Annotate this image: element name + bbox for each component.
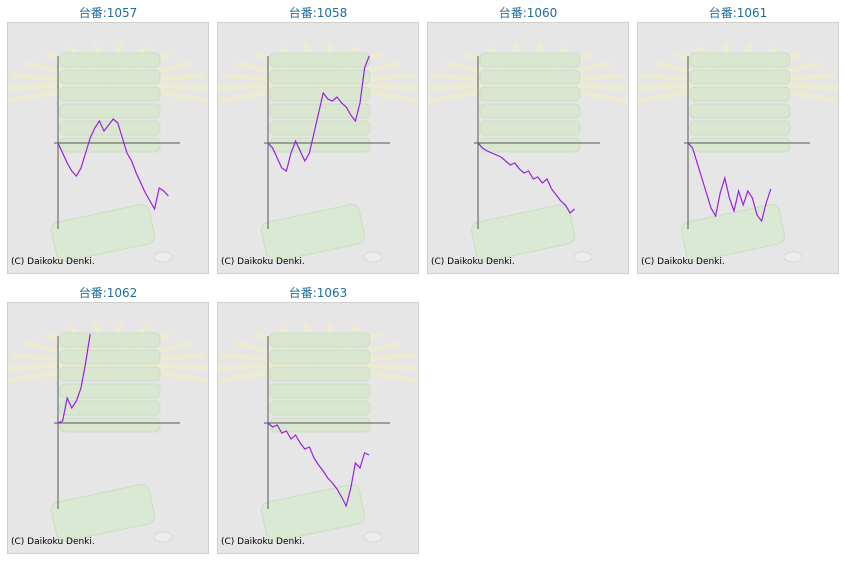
copyright: (C) Daikoku Denki. bbox=[11, 537, 95, 547]
tray bbox=[59, 417, 161, 433]
graph: (C) Daikoku Denki. bbox=[638, 42, 838, 267]
copyright: (C) Daikoku Denki. bbox=[431, 257, 515, 267]
tray bbox=[59, 120, 161, 136]
tray bbox=[269, 349, 371, 365]
tray bbox=[269, 69, 371, 85]
graph: (C) Daikoku Denki. bbox=[8, 322, 208, 547]
ray bbox=[737, 80, 838, 104]
card-title: 台番:1057 bbox=[78, 6, 138, 20]
tray bbox=[689, 52, 791, 68]
graph: (C) Daikoku Denki. bbox=[8, 42, 208, 267]
graph: (C) Daikoku Denki. bbox=[428, 42, 628, 267]
card-title: 台番:1061 bbox=[708, 6, 768, 20]
coin bbox=[783, 251, 803, 263]
copyright: (C) Daikoku Denki. bbox=[221, 537, 305, 547]
tray bbox=[479, 103, 581, 119]
tray bbox=[479, 52, 581, 68]
data-line bbox=[267, 55, 370, 172]
ray bbox=[317, 360, 418, 384]
graph-card: (C) Daikoku Denki. bbox=[217, 22, 419, 274]
tray bbox=[269, 366, 371, 382]
tray bbox=[269, 400, 371, 416]
tray bbox=[689, 137, 791, 153]
box-shape bbox=[50, 484, 156, 542]
coin bbox=[363, 531, 383, 543]
tray bbox=[269, 417, 371, 433]
data-line bbox=[267, 422, 370, 508]
tray bbox=[689, 103, 791, 119]
tray bbox=[269, 383, 371, 399]
ray bbox=[317, 80, 418, 104]
card-title: 台番:1063 bbox=[288, 286, 348, 300]
ray bbox=[107, 360, 208, 384]
tray bbox=[59, 137, 161, 153]
graph-card: (C) Daikoku Denki. bbox=[427, 22, 629, 274]
box-shape bbox=[50, 204, 156, 262]
tray bbox=[689, 86, 791, 102]
tray bbox=[269, 137, 371, 153]
box-shape bbox=[470, 204, 576, 262]
card-title: 台番:1062 bbox=[78, 286, 138, 300]
tray bbox=[59, 366, 161, 382]
ray bbox=[527, 80, 628, 104]
graph: (C) Daikoku Denki. bbox=[218, 322, 418, 547]
background-art bbox=[218, 42, 418, 263]
tray bbox=[59, 86, 161, 102]
background-art bbox=[8, 42, 208, 263]
tray bbox=[59, 52, 161, 68]
coin bbox=[153, 531, 173, 543]
data-line bbox=[57, 333, 91, 424]
copyright: (C) Daikoku Denki. bbox=[11, 257, 95, 267]
tray bbox=[59, 69, 161, 85]
data-line bbox=[687, 142, 772, 223]
copyright: (C) Daikoku Denki. bbox=[221, 257, 305, 267]
tray bbox=[479, 120, 581, 136]
data-line bbox=[57, 118, 169, 211]
background-art bbox=[638, 42, 838, 263]
tray bbox=[59, 400, 161, 416]
copyright: (C) Daikoku Denki. bbox=[641, 257, 725, 267]
tray bbox=[689, 120, 791, 136]
graph: (C) Daikoku Denki. bbox=[218, 42, 418, 267]
graph-card: (C) Daikoku Denki. bbox=[637, 22, 839, 274]
background-art bbox=[218, 322, 418, 543]
coin bbox=[573, 251, 593, 263]
tray bbox=[269, 332, 371, 348]
tray bbox=[269, 86, 371, 102]
tray bbox=[59, 383, 161, 399]
tray bbox=[269, 103, 371, 119]
tray bbox=[59, 332, 161, 348]
tray bbox=[59, 349, 161, 365]
graph-card: (C) Daikoku Denki. bbox=[217, 302, 419, 554]
tray bbox=[269, 52, 371, 68]
tray bbox=[269, 120, 371, 136]
background-art bbox=[428, 42, 628, 263]
data-line bbox=[477, 142, 575, 214]
tray bbox=[59, 103, 161, 119]
tray bbox=[479, 86, 581, 102]
graph-card: (C) Daikoku Denki. bbox=[7, 22, 209, 274]
coin bbox=[153, 251, 173, 263]
box-shape bbox=[680, 204, 786, 262]
graph-card: (C) Daikoku Denki. bbox=[7, 302, 209, 554]
card-title: 台番:1058 bbox=[288, 6, 348, 20]
card-title: 台番:1060 bbox=[498, 6, 558, 20]
box-shape bbox=[260, 204, 366, 262]
ray bbox=[107, 80, 208, 104]
box-shape bbox=[260, 484, 366, 542]
coin bbox=[363, 251, 383, 263]
tray bbox=[689, 69, 791, 85]
tray bbox=[479, 69, 581, 85]
tray bbox=[479, 137, 581, 153]
background-art bbox=[8, 322, 208, 543]
